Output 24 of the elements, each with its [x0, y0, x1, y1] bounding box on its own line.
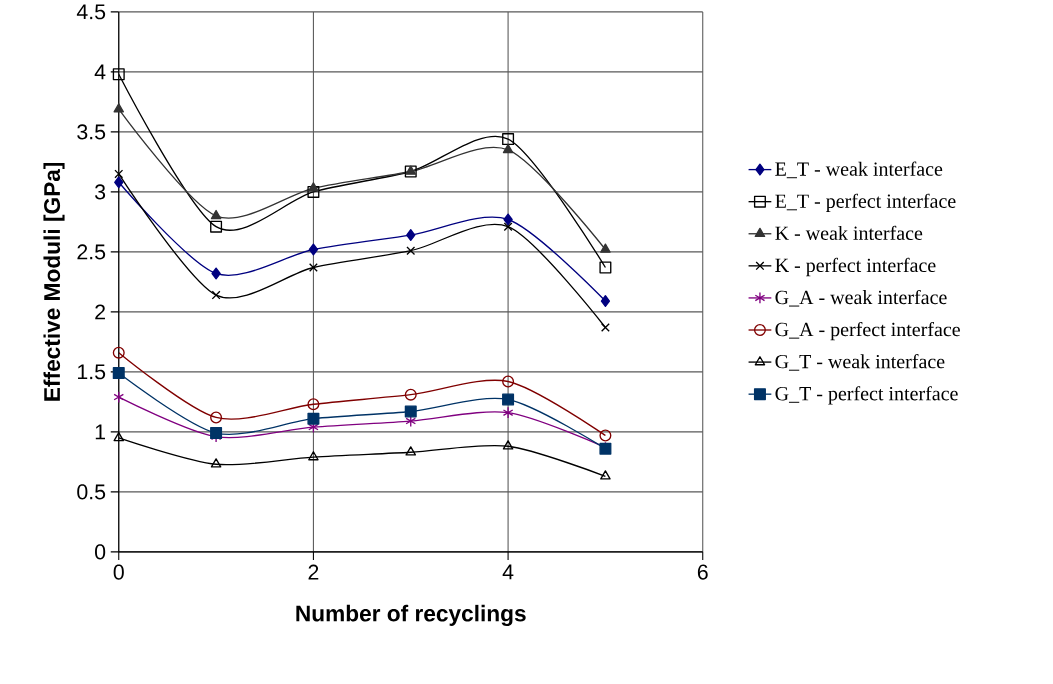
y-axis-title: Effective Moduli [GPa] — [43, 162, 65, 401]
y-tick-label: 0.5 — [77, 484, 106, 500]
y-tick-label: 1 — [95, 424, 105, 440]
y-tick-label: 4.5 — [76, 4, 106, 20]
legend-label: G_A - perfect interface — [775, 322, 960, 341]
y-tick-label: 2 — [95, 304, 105, 320]
y-tick-label: 3.5 — [77, 124, 106, 140]
x-tick-label: 4 — [502, 564, 514, 580]
legend-label: G_A - weak interface — [775, 289, 947, 307]
legend-label: G_T - perfect interface — [775, 386, 958, 405]
legend-label: E_T - weak interface — [775, 161, 943, 179]
x-tick-label: 6 — [697, 564, 708, 580]
y-tick-label: 4 — [94, 64, 106, 80]
y-tick-label: 2.5 — [77, 244, 106, 260]
x-axis-title: Number of recyclings — [296, 604, 526, 627]
x-tick-label: 2 — [308, 564, 319, 580]
legend-label: G_T - weak interface — [775, 354, 945, 371]
y-tick-label: 1.5 — [78, 364, 106, 380]
y-tick-label: 0 — [95, 544, 106, 560]
legend-label: K - perfect interface — [775, 257, 936, 277]
legend-label: K - weak interface — [775, 225, 923, 241]
y-tick-label: 3 — [94, 184, 106, 200]
x-tick-label: 0 — [113, 564, 124, 580]
legend-label: E_T - perfect interface — [775, 193, 956, 213]
